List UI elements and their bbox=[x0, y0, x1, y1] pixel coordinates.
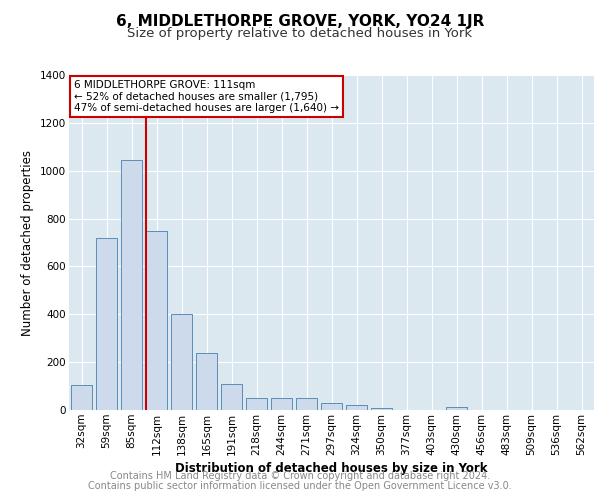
Bar bbox=[196, 353, 217, 410]
Bar bbox=[171, 314, 192, 410]
Bar bbox=[146, 231, 167, 410]
X-axis label: Distribution of detached houses by size in York: Distribution of detached houses by size … bbox=[175, 462, 488, 475]
Text: 6, MIDDLETHORPE GROVE, YORK, YO24 1JR: 6, MIDDLETHORPE GROVE, YORK, YO24 1JR bbox=[116, 14, 484, 29]
Bar bbox=[96, 238, 117, 410]
Y-axis label: Number of detached properties: Number of detached properties bbox=[22, 150, 34, 336]
Bar bbox=[296, 398, 317, 410]
Bar bbox=[371, 408, 392, 410]
Bar bbox=[446, 407, 467, 410]
Text: Size of property relative to detached houses in York: Size of property relative to detached ho… bbox=[127, 28, 473, 40]
Text: Contains HM Land Registry data © Crown copyright and database right 2024.: Contains HM Land Registry data © Crown c… bbox=[110, 471, 490, 481]
Bar bbox=[271, 398, 292, 410]
Bar bbox=[71, 385, 92, 410]
Text: 6 MIDDLETHORPE GROVE: 111sqm
← 52% of detached houses are smaller (1,795)
47% of: 6 MIDDLETHORPE GROVE: 111sqm ← 52% of de… bbox=[74, 80, 339, 113]
Bar bbox=[246, 398, 267, 410]
Bar bbox=[321, 403, 342, 410]
Text: Contains public sector information licensed under the Open Government Licence v3: Contains public sector information licen… bbox=[88, 481, 512, 491]
Bar bbox=[346, 404, 367, 410]
Bar bbox=[121, 160, 142, 410]
Bar bbox=[221, 384, 242, 410]
